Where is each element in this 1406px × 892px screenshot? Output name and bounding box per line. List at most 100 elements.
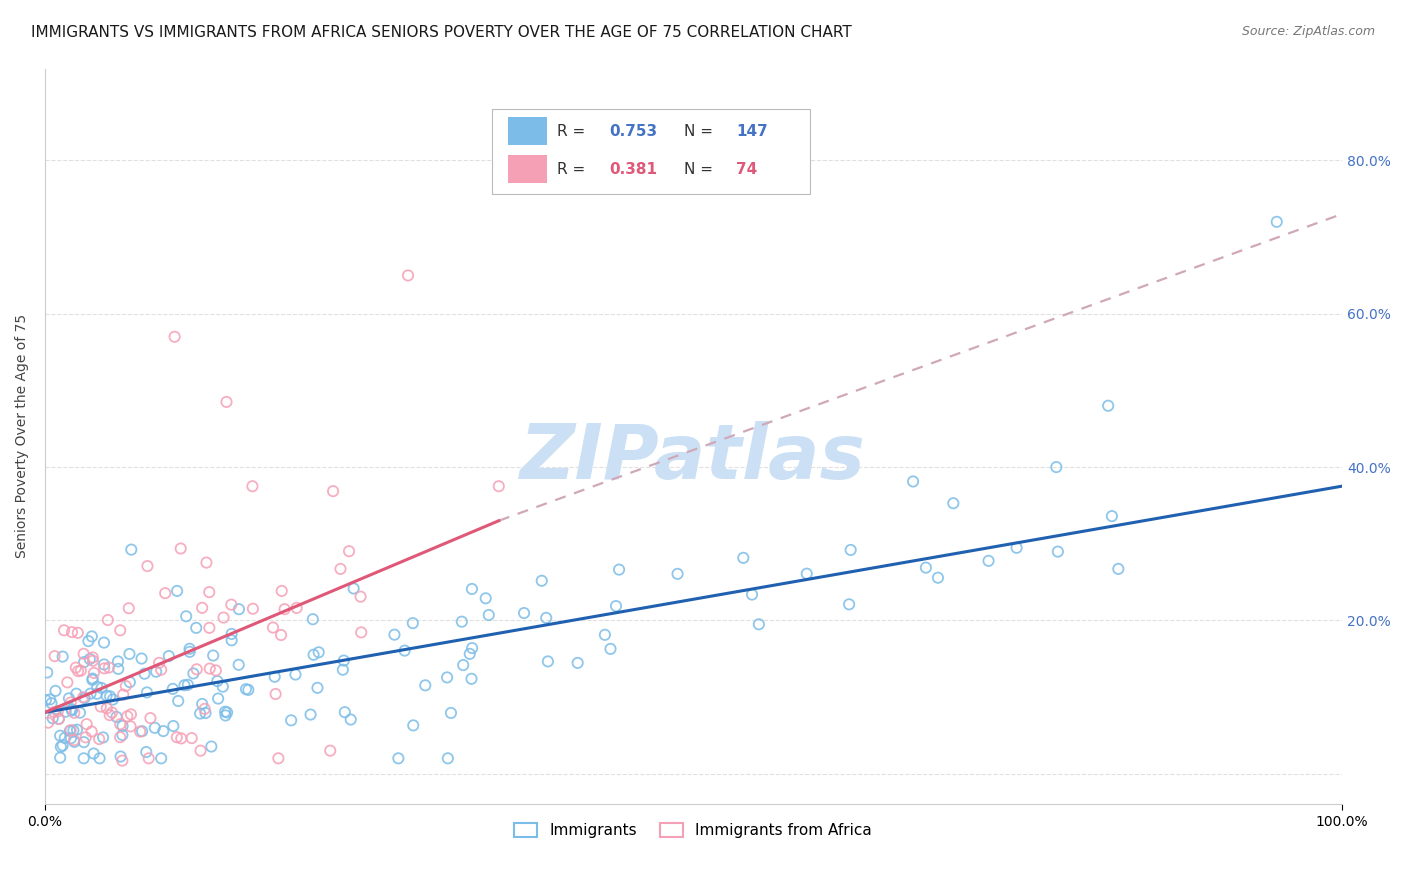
Point (42, 705, 65, 719)
Point (437, 751, 460, 765)
Point (977, 554, 1000, 568)
Point (97, 660, 120, 674)
Point (212, 610, 235, 624)
Point (35, 693, 58, 707)
Point (135, 745, 157, 759)
Point (273, 602, 295, 616)
Point (440, 706, 463, 720)
Text: 147: 147 (737, 124, 768, 138)
Point (97, 613, 120, 627)
Y-axis label: Seniors Poverty Over the Age of 75: Seniors Poverty Over the Age of 75 (15, 314, 30, 558)
Point (228, 602, 250, 616)
Point (343, 582, 366, 596)
Point (90, 681, 112, 695)
Point (107, 662, 129, 676)
Point (76, 717, 98, 731)
Point (39, 692, 62, 706)
Point (207, 674, 229, 689)
Text: ZIPatlas: ZIPatlas (520, 422, 866, 495)
Point (150, 751, 173, 765)
Point (55, 705, 77, 719)
Point (460, 672, 482, 686)
Point (62, 723, 84, 738)
Point (60, 703, 83, 717)
Point (59, 731, 82, 746)
Point (179, 645, 201, 659)
Point (195, 556, 218, 570)
Point (339, 713, 361, 727)
Point (262, 621, 284, 635)
Point (52, 739, 75, 753)
Point (98, 690, 121, 704)
Point (80, 724, 103, 739)
Text: 0.381: 0.381 (609, 161, 657, 177)
Point (451, 658, 474, 673)
Point (138, 751, 160, 765)
Text: R =: R = (557, 124, 585, 138)
Point (270, 583, 292, 598)
Text: 0.753: 0.753 (609, 124, 657, 138)
Point (387, 751, 409, 765)
Point (120, 542, 142, 557)
Point (267, 751, 290, 765)
Point (194, 702, 217, 716)
Point (82, 654, 104, 668)
Point (170, 541, 193, 556)
Point (166, 731, 188, 745)
Point (65, 687, 87, 701)
Point (301, 612, 323, 626)
Point (839, 543, 862, 558)
Point (163, 330, 186, 344)
Point (89, 732, 111, 747)
Point (83, 747, 105, 761)
Point (52, 649, 75, 664)
Text: 74: 74 (737, 161, 758, 177)
Point (96, 689, 118, 703)
Point (120, 707, 142, 722)
Point (67, 664, 90, 678)
Point (49, 739, 72, 754)
Point (111, 754, 134, 768)
Point (107, 655, 129, 669)
Point (69, 664, 91, 678)
Point (129, 724, 152, 739)
Point (593, 628, 616, 642)
Point (221, 633, 243, 648)
Point (157, 649, 180, 664)
Point (207, 691, 229, 706)
Point (77, 634, 100, 648)
Point (93, 635, 115, 649)
Point (73, 735, 96, 749)
Point (48, 712, 70, 726)
Point (120, 719, 142, 733)
Point (322, 484, 344, 499)
Point (58, 691, 80, 706)
Point (60, 625, 83, 640)
Point (93, 657, 115, 672)
Point (285, 601, 308, 615)
Point (186, 662, 208, 676)
Point (217, 706, 239, 720)
Point (211, 680, 233, 694)
Point (513, 606, 536, 620)
Text: N =: N = (685, 124, 713, 138)
Point (59, 723, 82, 738)
Point (148, 656, 170, 670)
Point (37, 665, 59, 680)
Point (145, 665, 167, 679)
Point (263, 670, 285, 684)
Point (136, 559, 159, 574)
Point (190, 744, 212, 758)
Point (56, 675, 79, 690)
Point (567, 656, 589, 670)
Point (60, 702, 83, 716)
Point (1045, 460, 1067, 475)
Point (1265, 215, 1288, 229)
Point (73, 751, 96, 765)
Point (461, 582, 484, 596)
Point (134, 666, 156, 681)
Point (75, 731, 97, 745)
Point (901, 475, 924, 489)
Point (838, 598, 860, 612)
Point (198, 662, 221, 676)
